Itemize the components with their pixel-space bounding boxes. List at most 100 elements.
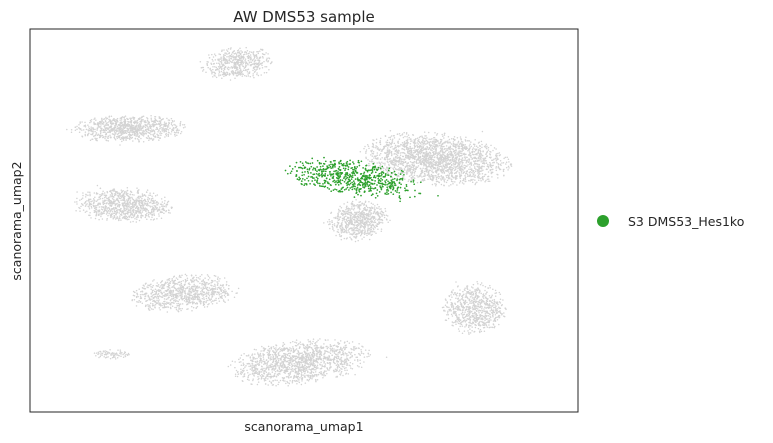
background-point (306, 348, 308, 350)
background-point (206, 61, 208, 63)
background-point (119, 138, 122, 141)
background-point (100, 211, 103, 214)
background-point (123, 215, 126, 218)
background-point (174, 300, 177, 303)
background-point (252, 369, 255, 372)
background-point (94, 196, 96, 199)
background-point (99, 132, 102, 135)
background-point (149, 127, 152, 129)
background-point (126, 187, 129, 189)
background-point (201, 297, 204, 300)
background-point (231, 70, 234, 72)
background-point (169, 292, 172, 295)
background-point (93, 207, 96, 210)
background-point (93, 199, 95, 201)
background-point (344, 358, 347, 361)
background-point (276, 365, 279, 367)
background-point (339, 363, 342, 366)
background-point (287, 352, 290, 355)
background-point (176, 290, 179, 292)
background-point (151, 291, 154, 293)
background-point (389, 136, 392, 138)
background-point (96, 134, 99, 137)
background-point (115, 213, 117, 216)
background-point (346, 353, 348, 355)
background-point (142, 195, 144, 197)
background-point (97, 204, 99, 206)
background-point (234, 361, 236, 363)
background-point (206, 306, 209, 308)
background-point (249, 50, 251, 53)
background-point (216, 288, 219, 290)
background-point (300, 343, 302, 346)
background-point (223, 58, 225, 61)
background-point (193, 283, 195, 286)
background-point (88, 201, 90, 203)
background-point (199, 282, 201, 285)
background-point (213, 53, 216, 55)
background-point (320, 372, 322, 375)
background-point (120, 196, 123, 199)
background-point (316, 364, 319, 367)
background-point (284, 380, 286, 382)
background-point (155, 297, 158, 299)
background-point (107, 199, 110, 201)
background-point (218, 280, 220, 282)
background-point (339, 373, 341, 376)
background-point (174, 287, 177, 290)
background-point (161, 201, 164, 203)
background-point (123, 191, 126, 194)
background-point (149, 192, 151, 194)
background-point (218, 300, 221, 302)
background-point (215, 76, 218, 79)
background-point (121, 204, 124, 207)
background-point (247, 371, 249, 374)
background-point (293, 364, 295, 367)
background-point (236, 59, 239, 61)
background-point (368, 147, 370, 150)
background-point (144, 202, 147, 205)
background-point (173, 127, 175, 130)
background-point (165, 129, 168, 131)
background-point (329, 359, 331, 362)
background-point (76, 203, 78, 205)
background-point (270, 62, 273, 64)
background-point (150, 295, 153, 298)
background-point (224, 54, 226, 56)
background-point (332, 344, 335, 347)
background-point (336, 375, 338, 378)
background-point (323, 373, 325, 376)
background-point (344, 369, 346, 372)
background-point (142, 284, 145, 286)
background-point (231, 61, 233, 64)
background-point (203, 284, 206, 286)
background-point (290, 366, 293, 368)
background-point (245, 62, 248, 64)
background-point (240, 57, 242, 59)
background-point (309, 372, 311, 374)
background-point (303, 368, 306, 371)
background-point (82, 204, 84, 206)
background-point (293, 375, 296, 377)
background-point (226, 53, 228, 55)
background-point (284, 353, 287, 355)
background-point (271, 354, 274, 356)
background-point (250, 61, 253, 64)
background-point (235, 369, 238, 372)
background-point (228, 284, 230, 287)
background-point (90, 121, 92, 123)
background-point (471, 148, 474, 151)
background-point (114, 124, 116, 127)
background-point (379, 158, 382, 160)
background-point (203, 300, 206, 303)
background-point (171, 305, 174, 308)
background-point (253, 76, 255, 79)
background-point (191, 301, 194, 304)
background-point (161, 286, 164, 288)
background-point (262, 57, 264, 59)
background-point (217, 297, 220, 300)
background-point (149, 132, 151, 134)
background-point (354, 347, 356, 350)
background-point (256, 63, 258, 66)
background-point (331, 347, 334, 350)
